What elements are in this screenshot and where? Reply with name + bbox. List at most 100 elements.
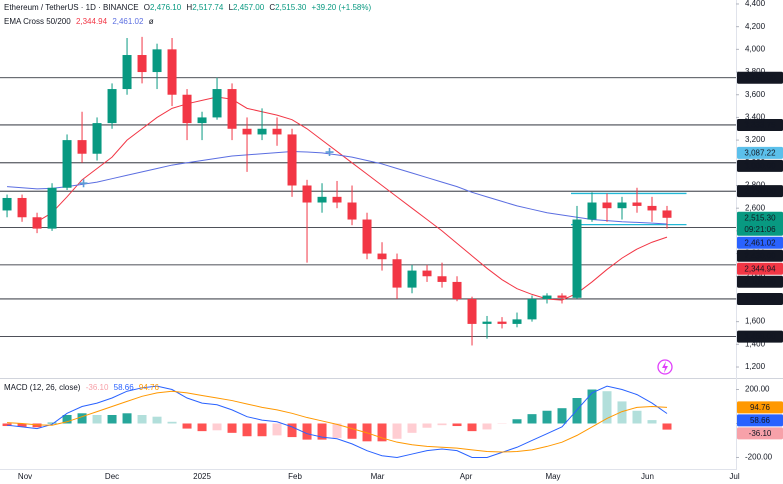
indicator-legend: EMA Cross 50/200 2,344.94 2,461.02 ø xyxy=(4,17,154,26)
macd-value: -36.10 xyxy=(85,383,109,392)
price-tag-label: 58.66 xyxy=(750,416,771,425)
histogram-bar xyxy=(392,423,402,439)
candle-body xyxy=(527,298,537,320)
x-tick-label: Jun xyxy=(641,472,654,481)
macd-title[interactable]: MACD (12, 26, close) xyxy=(4,383,81,392)
change: +39.20 (+1.58%) xyxy=(311,3,372,12)
histogram-bar xyxy=(47,422,57,424)
y-tick-label: 2,600 xyxy=(745,203,766,212)
price-tag-label: -36.10 xyxy=(749,429,772,438)
candle-body xyxy=(617,202,627,209)
candle-body xyxy=(242,128,252,135)
price-tag xyxy=(737,211,783,236)
price-tag-label: 3,333.75 xyxy=(744,121,776,130)
histogram-bar xyxy=(92,414,102,424)
x-tick-label: Feb xyxy=(288,472,302,481)
macd-legend: MACD (12, 26, close) -36.10 58.66 94.76 xyxy=(4,383,159,392)
histogram-bar xyxy=(77,413,87,424)
price-tag-label: 94.76 xyxy=(750,403,771,412)
price-tag-label: 3,750.00 xyxy=(744,73,776,82)
y-tick-label: 3,600 xyxy=(745,90,766,99)
histogram-bar xyxy=(542,410,552,424)
macd-value: 94.76 xyxy=(138,383,159,392)
candle-body xyxy=(17,197,27,218)
y-tick-label: -200.00 xyxy=(745,453,773,462)
price-tag-label: 1,468.00 xyxy=(744,332,776,341)
candle-body xyxy=(632,202,642,206)
price-tag xyxy=(737,249,783,262)
price-tag xyxy=(737,71,783,84)
candle-body xyxy=(362,219,372,254)
histogram-bar xyxy=(257,423,267,437)
price-tag-label: 2,430.00 xyxy=(744,251,776,260)
macd-value: 58.66 xyxy=(113,383,134,392)
candle-body xyxy=(557,295,567,298)
price-tag xyxy=(737,118,783,131)
y-tick-label: 1,200 xyxy=(745,362,766,371)
histogram-bar xyxy=(587,389,597,424)
x-tick-label: May xyxy=(545,472,560,481)
candle-body xyxy=(602,202,612,209)
candle-body xyxy=(347,202,357,220)
candle-body xyxy=(422,270,432,277)
price-tag-label: 2,515.30 xyxy=(744,213,776,222)
candle-body xyxy=(2,197,12,211)
candle-body xyxy=(287,134,297,186)
histogram-bar xyxy=(302,423,312,440)
histogram-bar xyxy=(377,423,387,442)
candle-body xyxy=(182,94,192,124)
histogram-bar xyxy=(62,414,72,424)
candle-body xyxy=(392,259,402,288)
cross-marker xyxy=(325,148,334,157)
histogram-bar xyxy=(617,401,627,424)
x-tick-label: Dec xyxy=(105,472,119,481)
histogram-bar xyxy=(632,410,642,424)
x-tick-label: Apr xyxy=(460,472,473,481)
histogram-bar xyxy=(662,423,672,430)
candle-body xyxy=(137,55,147,73)
price-tag xyxy=(737,292,783,305)
y-tick-label: 3,400 xyxy=(745,113,766,122)
histogram-bar xyxy=(332,423,342,438)
ema-value: 2,461.02 xyxy=(112,17,144,26)
price-tag xyxy=(737,330,783,343)
candle-body xyxy=(197,117,207,124)
macd-line xyxy=(7,390,668,453)
histogram-bar xyxy=(242,423,252,437)
histogram-bar xyxy=(452,423,462,427)
histogram-bar xyxy=(647,420,657,424)
histogram-bar xyxy=(107,414,117,424)
price-tag-label: 3,000.00 xyxy=(744,162,776,171)
y-tick-label: 4,400 xyxy=(745,0,766,8)
histogram-bar xyxy=(467,423,477,432)
candle-body xyxy=(482,321,492,324)
candle-body xyxy=(32,217,42,229)
candle-body xyxy=(212,89,222,118)
histogram-bar xyxy=(317,423,327,440)
histogram-bar xyxy=(152,416,162,424)
y-tick-label: 4,200 xyxy=(745,22,766,31)
candle-body xyxy=(587,202,597,220)
ema-line xyxy=(7,150,668,225)
histogram-bar xyxy=(512,419,522,424)
macd-line xyxy=(6,385,668,458)
ohlc-key: C xyxy=(269,3,276,12)
alert-icon[interactable] xyxy=(657,359,673,375)
candle-body xyxy=(512,319,522,324)
histogram-bar xyxy=(122,413,132,424)
candle-body xyxy=(377,253,387,260)
price-tag xyxy=(737,275,783,288)
candle-body xyxy=(92,123,102,154)
ohlc-value: 2,457.00 xyxy=(233,3,265,12)
ohlc-key: L xyxy=(228,3,234,12)
price-tag-label: 2,461.02 xyxy=(744,238,776,247)
price-tag xyxy=(737,401,783,414)
symbol-title[interactable]: Ethereum / TetherUS · 1D · BINANCE xyxy=(4,3,139,12)
y-tick-label: 1,600 xyxy=(745,317,766,326)
histogram-bar xyxy=(287,423,297,438)
price-tag-label: 2,100.00 xyxy=(744,277,776,286)
candle-body xyxy=(572,219,582,298)
indicator-name[interactable]: EMA Cross 50/200 xyxy=(4,17,71,26)
x-tick-label: 2025 xyxy=(193,472,211,481)
